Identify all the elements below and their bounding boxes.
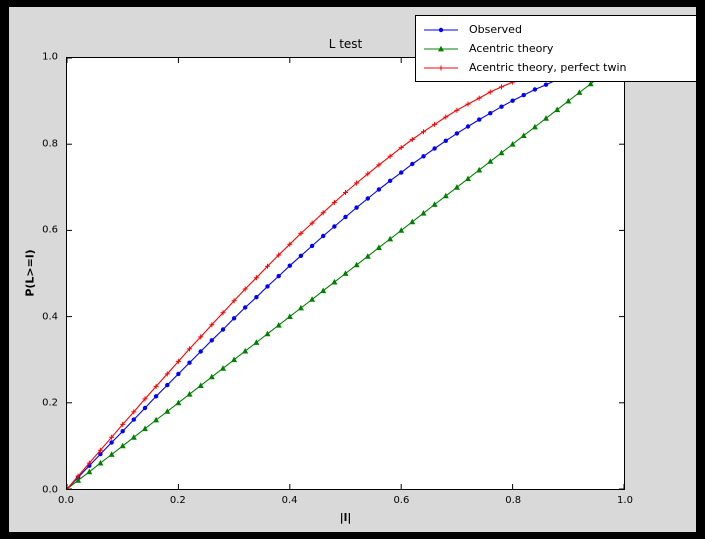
x-tick-label: 0.2 <box>169 495 186 506</box>
y-axis-tick-labels: 0.0 0.2 0.4 0.6 0.8 1.0 <box>9 52 62 496</box>
legend-label-perfect-twin: Acentric theory, perfect twin <box>469 61 627 74</box>
y-tick-label: 0.2 <box>42 397 58 409</box>
plot-area <box>66 57 625 490</box>
y-axis-label: P(L>=l) <box>23 249 37 297</box>
y-tick-label: 1.0 <box>42 51 58 63</box>
x-axis-tick-labels: 0.0 0.2 0.4 0.6 0.8 1.0 <box>58 495 633 508</box>
y-tick-label: 0.8 <box>42 138 58 150</box>
y-tick-label: 0.0 <box>42 484 58 496</box>
legend-item-perfect-twin: Acentric theory, perfect twin <box>422 59 690 76</box>
legend-sample-perfect-twin-line-icon <box>424 65 458 70</box>
legend: Observed Acentric theory Acentric theory… <box>415 15 697 82</box>
x-tick-label: 0.6 <box>393 495 410 506</box>
figure-canvas: L test 0.0 0.2 0.4 0.6 0.8 1.0 0.0 0.2 0.4 0.6 0.… <box>9 7 697 532</box>
chart-title: L test <box>328 37 363 51</box>
plot-canvas <box>67 58 624 489</box>
y-tick-label: 0.4 <box>42 311 58 323</box>
x-tick-label: 0.4 <box>281 495 298 506</box>
legend-sample-acentric-line-icon <box>424 45 458 51</box>
x-tick-label: 0.8 <box>505 495 522 506</box>
x-tick-label: 0.0 <box>58 495 74 506</box>
legend-label-observed: Observed <box>469 23 522 36</box>
x-axis-label: |l| <box>339 511 352 524</box>
x-tick-label: 1.0 <box>617 495 633 506</box>
legend-label-acentric-theory: Acentric theory <box>469 42 554 55</box>
legend-sample-observed-line-icon <box>424 27 458 32</box>
legend-item-acentric-theory: Acentric theory <box>422 40 690 57</box>
y-tick-label: 0.6 <box>42 224 58 236</box>
legend-item-observed: Observed <box>422 21 690 38</box>
